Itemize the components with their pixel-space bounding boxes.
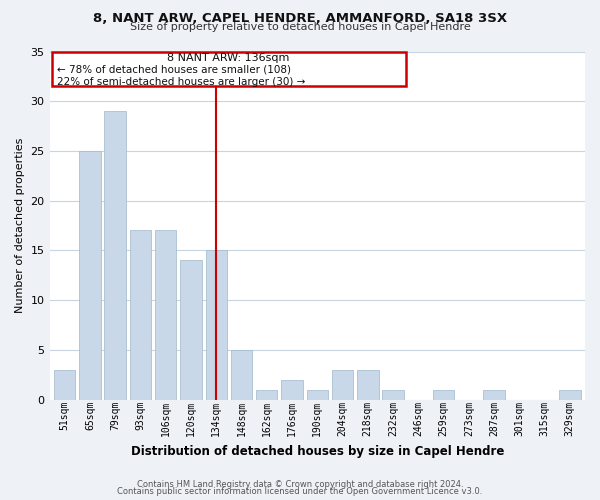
X-axis label: Distribution of detached houses by size in Capel Hendre: Distribution of detached houses by size … [131, 444, 504, 458]
Bar [281, 380, 303, 400]
Text: ← 78% of detached houses are smaller (108): ← 78% of detached houses are smaller (10… [57, 64, 291, 74]
Bar [433, 390, 454, 400]
Text: Contains HM Land Registry data © Crown copyright and database right 2024.: Contains HM Land Registry data © Crown c… [137, 480, 463, 489]
Bar [130, 230, 151, 400]
Bar [104, 111, 126, 400]
Bar [155, 230, 176, 400]
Bar [54, 370, 76, 400]
Text: 8, NANT ARW, CAPEL HENDRE, AMMANFORD, SA18 3SX: 8, NANT ARW, CAPEL HENDRE, AMMANFORD, SA… [93, 12, 507, 24]
Bar [206, 250, 227, 400]
Y-axis label: Number of detached properties: Number of detached properties [15, 138, 25, 313]
Bar [559, 390, 581, 400]
Bar [357, 370, 379, 400]
Bar [256, 390, 277, 400]
Text: Contains public sector information licensed under the Open Government Licence v3: Contains public sector information licen… [118, 487, 482, 496]
Bar [180, 260, 202, 400]
Text: Size of property relative to detached houses in Capel Hendre: Size of property relative to detached ho… [130, 22, 470, 32]
Bar [307, 390, 328, 400]
FancyBboxPatch shape [52, 52, 406, 86]
Bar [382, 390, 404, 400]
Text: 22% of semi-detached houses are larger (30) →: 22% of semi-detached houses are larger (… [57, 76, 305, 86]
Text: 8 NANT ARW: 136sqm: 8 NANT ARW: 136sqm [167, 53, 290, 63]
Bar [79, 151, 101, 400]
Bar [231, 350, 252, 400]
Bar [484, 390, 505, 400]
Bar [332, 370, 353, 400]
